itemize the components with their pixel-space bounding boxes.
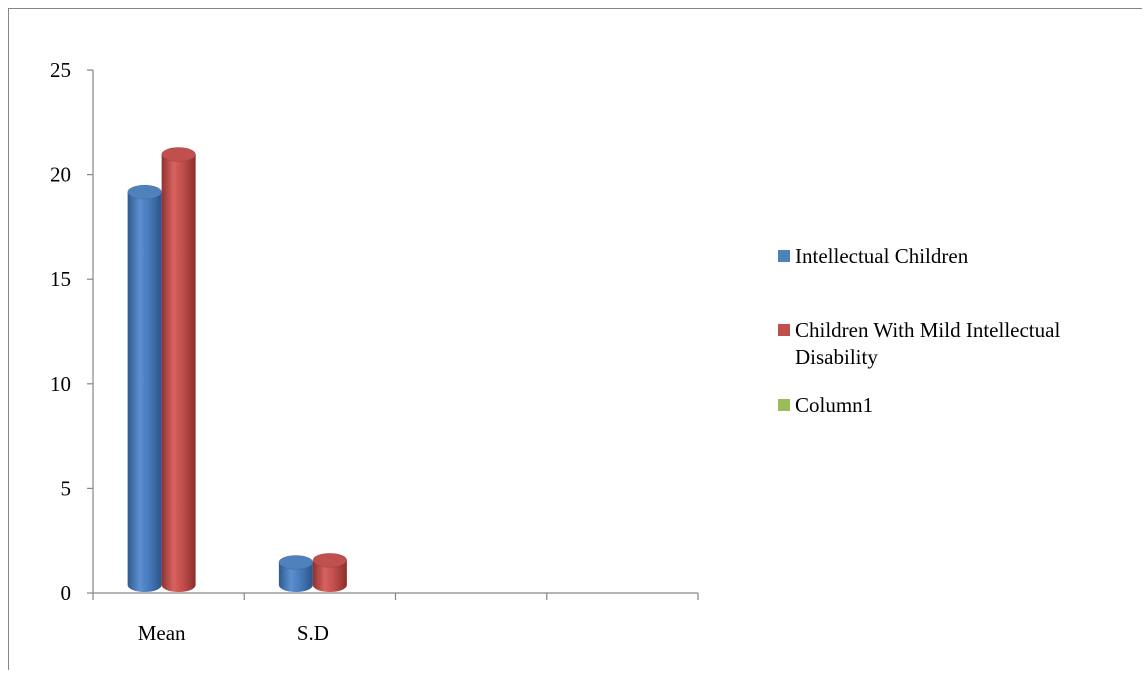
y-tick-label: 15 <box>50 267 71 291</box>
legend-label: Column1 <box>795 393 873 417</box>
bar <box>312 552 348 593</box>
bar-body <box>278 562 313 593</box>
bars <box>127 147 348 593</box>
bar <box>278 555 314 593</box>
y-tick-label: 5 <box>61 476 72 500</box>
bar-top <box>127 184 162 200</box>
y-tick-label: 0 <box>61 581 72 605</box>
legend-swatch <box>778 250 790 262</box>
bar-body <box>161 154 196 593</box>
bar <box>127 184 162 593</box>
x-category-label: Mean <box>138 621 186 645</box>
legend-item: Intellectual Children <box>778 244 969 268</box>
y-tick-label: 10 <box>50 372 71 396</box>
bar-top <box>161 147 196 162</box>
legend-item: Column1 <box>778 393 873 417</box>
legend-label: Intellectual Children <box>795 244 969 268</box>
legend: Intellectual Children Children With Mild … <box>778 244 1060 417</box>
y-tick-label: 25 <box>50 58 71 82</box>
legend-item: Children With Mild Intellectual Disabilit… <box>778 318 1060 369</box>
y-axis: 0 5 10 15 20 25 <box>50 58 94 605</box>
bar-top <box>312 552 348 568</box>
bar <box>161 147 196 593</box>
category-labels: Mean S.D <box>138 621 329 645</box>
bar-body <box>312 560 347 593</box>
bar-body <box>127 192 162 593</box>
x-axis <box>92 592 699 600</box>
legend-swatch <box>778 324 790 336</box>
y-tick-label: 20 <box>50 163 71 187</box>
x-category-label: S.D <box>297 621 329 645</box>
chart-area <box>8 8 1142 670</box>
bar-top <box>278 555 314 570</box>
legend-label: Children With Mild Intellectual Disabilit… <box>795 318 1060 369</box>
legend-swatch <box>778 399 790 411</box>
